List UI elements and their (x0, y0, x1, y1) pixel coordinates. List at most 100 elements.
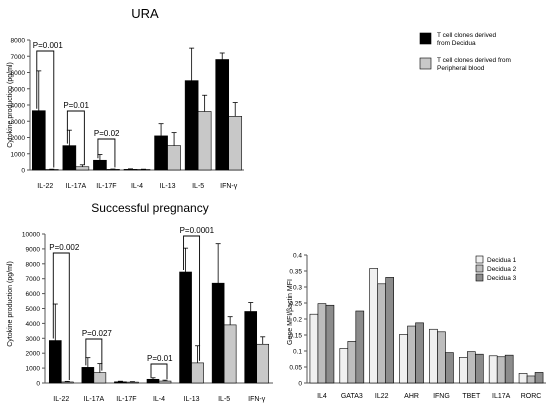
p-value-label: P=0.001 (33, 41, 64, 50)
bar-2 (197, 111, 212, 171)
bar-2 (106, 169, 120, 171)
p-value-bracket (85, 338, 103, 371)
x-tick-label: IL4 (317, 393, 327, 400)
legend-label: Decidua 1 (487, 257, 517, 264)
y-tick-label: 3000 (26, 336, 41, 343)
bar-3 (504, 354, 514, 384)
y-tick-label: 1000 (11, 151, 26, 158)
y-axis-label: Cytokine production (pg/ml) (7, 62, 14, 148)
x-tick-label: IL17A (492, 393, 511, 400)
p-value-label: P=0.0001 (180, 226, 215, 235)
bar-1 (211, 282, 225, 384)
bar-2 (347, 341, 357, 384)
y-tick-label: 5000 (26, 306, 41, 313)
bar-2 (317, 303, 327, 384)
bar-1 (184, 80, 199, 171)
bar-2 (467, 351, 476, 384)
y-tick-label: 0 (21, 168, 25, 175)
bar-1 (93, 159, 107, 171)
p-value-label: P=0.02 (94, 129, 120, 138)
x-tick-label: IL-22 (53, 396, 69, 403)
y-tick-label: 7000 (11, 54, 26, 61)
x-tick-label: IL-13 (160, 183, 176, 190)
x-tick-label: IL-5 (192, 183, 204, 190)
legend-chart-3: Decidua 1 Decidua 2 Decidua 3 (475, 255, 517, 282)
y-tick-label: 4000 (11, 103, 26, 110)
x-tick-label: IL22 (375, 393, 389, 400)
x-tick-label: TBET (462, 393, 481, 400)
x-tick-label: IL-13 (184, 396, 200, 403)
bar-1 (369, 268, 378, 384)
y-tick-label: 2000 (11, 135, 26, 142)
bar-2 (407, 325, 416, 384)
bar-2 (60, 381, 74, 384)
legend-swatch (475, 264, 484, 273)
y-tick-label: 5000 (11, 86, 26, 93)
p-value-label: P=0.01 (147, 354, 173, 363)
bar-3 (445, 352, 454, 384)
y-tick-label: 0.2 (293, 317, 302, 324)
bar-3 (415, 322, 424, 384)
y-tick-label: 0 (36, 381, 40, 388)
bar-1 (399, 334, 408, 384)
y-tick-label: 6000 (11, 70, 26, 77)
y-tick-label: 0.4 (293, 253, 302, 260)
p-value-bracket (66, 110, 85, 165)
bar-1 (154, 135, 168, 171)
y-axis-label: Cytokine production (pg/ml) (7, 261, 14, 347)
bar-1 (114, 381, 127, 384)
bar-2 (191, 362, 204, 384)
y-tick-label: 2000 (26, 351, 41, 358)
bar-3 (325, 304, 335, 384)
x-tick-label: IL-22 (37, 183, 53, 190)
bar-1 (81, 367, 95, 384)
y-tick-label: 0.25 (289, 301, 302, 308)
chart-1: URA 0 1000 2000 3000 4000 5000 6000 7000 8000 Cyto… (7, 6, 244, 190)
p-value-label: P=0.027 (82, 329, 113, 338)
bar-2 (93, 372, 107, 384)
y-tick-label: 3000 (11, 119, 26, 126)
bar-1 (123, 169, 138, 171)
bar-3 (475, 353, 484, 384)
chart-title: URA (131, 6, 159, 21)
y-axis-label: Gene MFI/βactin MFI (287, 279, 294, 345)
bar-1 (339, 348, 349, 384)
p-value-label: P=0.002 (49, 243, 80, 252)
bar-1 (48, 340, 62, 384)
bar-1 (179, 271, 192, 384)
legend-chart-1: T cell clones derived from Decidua T cell … (419, 32, 511, 72)
bar-1 (31, 110, 46, 171)
p-value-bracket (150, 363, 168, 380)
y-tick-label: 8000 (11, 38, 26, 45)
bar-2 (158, 380, 172, 384)
bar-2 (496, 356, 506, 384)
bar-2 (526, 375, 536, 384)
y-tick-label: 10000 (22, 232, 40, 239)
p-value-bracket (52, 252, 70, 380)
x-tick-label: IL-5 (218, 396, 230, 403)
bar-1 (429, 328, 438, 384)
bar-3 (355, 310, 365, 384)
legend-label: Decidua 2 (487, 266, 517, 273)
x-tick-label: IFN-γ (248, 396, 266, 403)
bar-1 (459, 357, 468, 384)
x-tick-label: IL-17F (96, 183, 116, 190)
chart-3: 0 0.05 0.1 0.15 0.2 0.25 0.3 0.35 0.4 Gene MFI/βa… (287, 253, 546, 400)
y-tick-label: 0 (298, 381, 302, 388)
bar-2 (256, 343, 270, 384)
y-tick-label: 6000 (26, 291, 41, 298)
bar-1 (146, 378, 160, 384)
y-tick-label: 0.15 (289, 333, 302, 340)
y-tick-label: 9000 (26, 246, 41, 253)
bar-2 (377, 283, 386, 384)
y-tick-label: 4000 (26, 321, 41, 328)
y-tick-label: 1000 (26, 366, 41, 373)
legend-label: Decidua 3 (487, 275, 517, 282)
chart-2: Successful pregnancy 0 1000 2000 3000 4000 500… (7, 201, 273, 403)
bar-1 (309, 313, 319, 384)
bar-1 (62, 145, 77, 171)
x-tick-label: IFNG (433, 393, 450, 400)
bar-3 (385, 277, 394, 384)
x-tick-label: IL-4 (131, 183, 143, 190)
